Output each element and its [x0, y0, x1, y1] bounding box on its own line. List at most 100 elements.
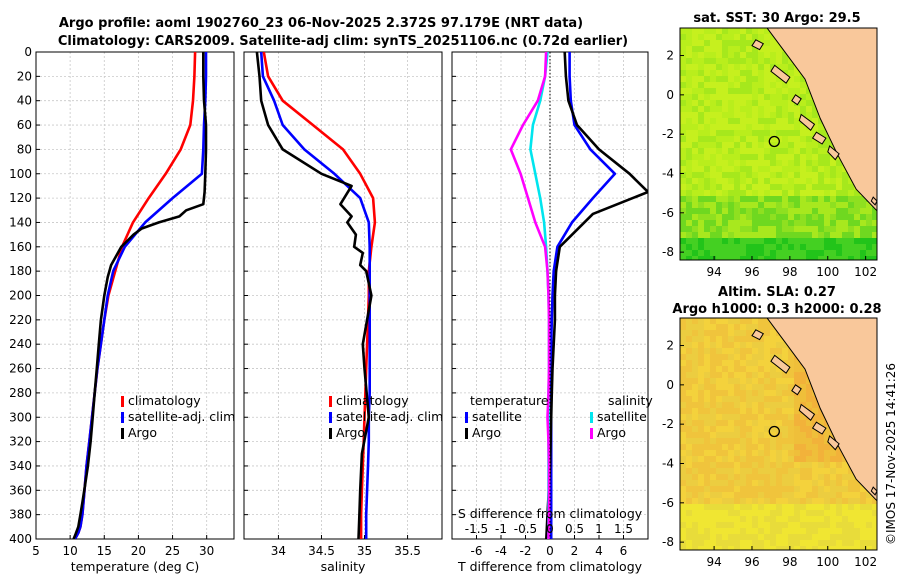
- map-pixel: [860, 232, 867, 239]
- map-pixel: [788, 76, 795, 83]
- map-pixel: [734, 396, 741, 403]
- map-pixel: [836, 196, 843, 203]
- map-pixel: [848, 226, 855, 233]
- map-pixel: [716, 354, 723, 361]
- map-pixel: [746, 390, 753, 397]
- map-pixel: [836, 220, 843, 227]
- map-pixel: [776, 76, 783, 83]
- map-pixel: [806, 516, 813, 523]
- map-pixel: [680, 450, 687, 457]
- map-pixel: [686, 510, 693, 517]
- map-pixel: [722, 52, 729, 59]
- map-pixel: [824, 474, 831, 481]
- map-pixel: [716, 76, 723, 83]
- map-pixel: [764, 256, 771, 260]
- y-tick-label: 40: [17, 94, 32, 108]
- map-pixel: [680, 124, 687, 131]
- map-pixel: [764, 474, 771, 481]
- map-pixel: [698, 432, 705, 439]
- map-pixel: [788, 540, 795, 547]
- map-pixel: [782, 208, 789, 215]
- x-tick-label: 35: [357, 544, 372, 558]
- map-pixel: [758, 462, 765, 469]
- map-pixel: [710, 498, 717, 505]
- map-pixel: [770, 232, 777, 239]
- map-pixel: [758, 106, 765, 113]
- legend-label: satellite-adj. clim: [336, 409, 443, 424]
- series-line-argo: [72, 52, 208, 539]
- map-pixel: [752, 148, 759, 155]
- map-pixel: [686, 124, 693, 131]
- map-pixel: [758, 420, 765, 427]
- map-pixel: [716, 82, 723, 89]
- map-pixel: [830, 226, 837, 233]
- x-tick-label: 25: [165, 544, 180, 558]
- island-outline: [770, 64, 791, 84]
- map-pixel: [740, 372, 747, 379]
- map-pixel: [722, 492, 729, 499]
- map-pixel: [734, 88, 741, 95]
- map-pixel: [758, 172, 765, 179]
- map-pixel: [830, 522, 837, 529]
- map-pixel: [728, 112, 735, 119]
- map-pixel: [830, 528, 837, 535]
- map-pixel: [800, 250, 807, 257]
- map-pixel: [722, 172, 729, 179]
- map-pixel: [740, 336, 747, 343]
- map-pixel: [818, 166, 825, 173]
- map-pixel: [758, 34, 765, 41]
- map-pixel: [764, 244, 771, 251]
- map-pixel: [776, 208, 783, 215]
- map-pixel: [704, 492, 711, 499]
- map-pixel: [758, 384, 765, 391]
- map-pixel: [758, 540, 765, 547]
- map-pixel: [782, 220, 789, 227]
- map-pixel: [764, 130, 771, 137]
- map-pixel: [722, 226, 729, 233]
- map-pixel: [776, 94, 783, 101]
- map-pixel: [734, 420, 741, 427]
- map-pixel: [824, 154, 831, 161]
- map-pixel: [692, 474, 699, 481]
- map-pixel: [734, 28, 741, 35]
- map-pixel: [866, 208, 873, 215]
- series-line-s-argo: [509, 52, 551, 539]
- map-pixel: [770, 456, 777, 463]
- map-pixel: [770, 444, 777, 451]
- map-pixel: [698, 76, 705, 83]
- map-pixel: [788, 196, 795, 203]
- legend-label: satellite: [597, 409, 647, 424]
- map-pixel: [680, 414, 687, 421]
- map-pixel: [818, 528, 825, 535]
- map-pixel: [788, 444, 795, 451]
- map-pixel: [686, 546, 693, 550]
- map-pixel: [686, 202, 693, 209]
- map-pixel: [734, 330, 741, 337]
- map-pixel: [716, 486, 723, 493]
- map-pixel: [824, 178, 831, 185]
- map-pixel: [788, 426, 795, 433]
- map-pixel: [776, 220, 783, 227]
- map-pixel: [788, 534, 795, 541]
- map-pixel: [824, 172, 831, 179]
- map-pixel: [806, 486, 813, 493]
- map-pixel: [842, 474, 849, 481]
- series-group: [72, 52, 208, 539]
- map-pixel: [698, 336, 705, 343]
- map-pixel: [722, 196, 729, 203]
- map-pixel: [770, 100, 777, 107]
- map-pixel: [818, 142, 825, 149]
- map-pixel: [704, 414, 711, 421]
- map-pixel: [764, 34, 771, 41]
- map-pixel: [686, 226, 693, 233]
- map-pixel: [734, 318, 741, 325]
- map-pixel: [824, 492, 831, 499]
- map-pixel: [824, 480, 831, 487]
- map-pixel: [794, 130, 801, 137]
- map-pixel: [740, 426, 747, 433]
- s-tick-label: 0: [546, 522, 554, 536]
- map-pixel: [794, 474, 801, 481]
- map-pixel: [680, 378, 687, 385]
- map-pixel: [770, 486, 777, 493]
